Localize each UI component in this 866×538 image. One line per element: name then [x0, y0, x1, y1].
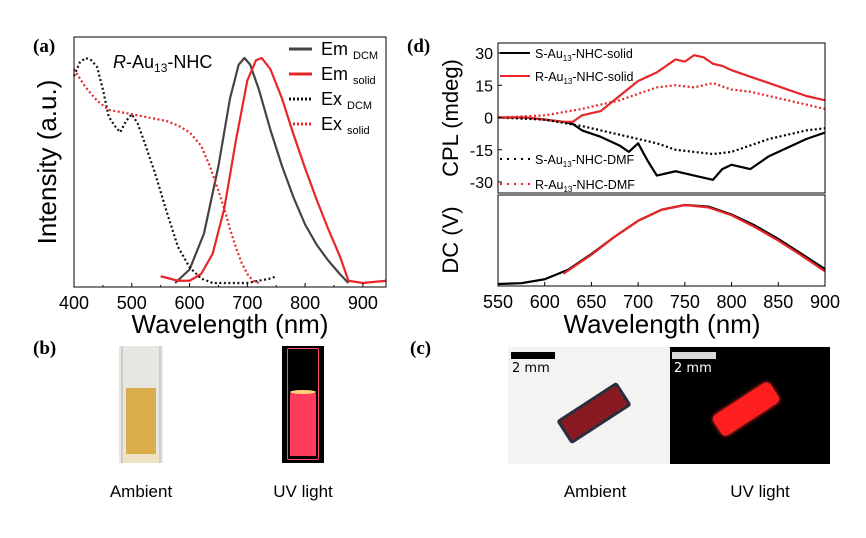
crystal-uv — [710, 380, 782, 438]
chart-a-xlabel: Wavelength (nm) — [132, 309, 329, 339]
scale-bar-label-ambient: 2 mm — [512, 361, 550, 376]
legend-d-label-3: R-Au13-NHC-DMF — [535, 178, 635, 194]
chart-d-xtick-label: 600 — [530, 292, 560, 312]
chart-a-series-1 — [160, 56, 387, 285]
chart-d-xtick-label: 700 — [623, 292, 653, 312]
chart-d-xtick-label: 550 — [483, 292, 513, 312]
cuvette-liquid-ambient — [126, 388, 156, 454]
annotation-sub: 13 — [154, 61, 168, 75]
chart-d-xtick-label: 750 — [670, 292, 700, 312]
chart-d-ytick-label: -15 — [470, 143, 493, 160]
chart-a-ylabel: Intensity (a.u.) — [32, 80, 62, 245]
legend-a-label-0: Em DCM — [321, 39, 378, 62]
chart-d-bottom-ylabel: DC (V) — [438, 206, 463, 273]
legend-a-label-1: Em solid — [321, 64, 376, 87]
panel-label-b: (b) — [33, 338, 57, 359]
chart-d-top-series-0 — [498, 116, 826, 181]
chart-d-bottom-series-0 — [497, 203, 826, 286]
legend-d-label-0: S-Au13-NHC-solid — [535, 47, 633, 63]
chart-a-annotation: R-Au13-NHC — [113, 52, 212, 75]
crystal-ambient-photo: 2 mm — [508, 347, 670, 464]
chart-d-top-ylabel: CPL (mdeg) — [438, 59, 463, 177]
chart-a-series-0 — [174, 56, 350, 284]
chart-a-xtick-label: 500 — [117, 293, 147, 313]
chart-d-ytick-label: 30 — [475, 46, 493, 63]
chart-d-xtick-label: 800 — [717, 292, 747, 312]
chart-d-top-series-1 — [498, 54, 826, 123]
meniscus-glow — [290, 390, 316, 394]
chart-d-xtick-label: 900 — [810, 292, 840, 312]
annotation-main: -Au — [126, 52, 154, 72]
chart-d-ytick-label: 15 — [475, 78, 493, 95]
chart-a-series-3 — [73, 68, 260, 285]
caption-c-ambient: Ambient — [563, 482, 627, 501]
annotation-suffix: -NHC — [167, 52, 212, 72]
chart-a-xtick-label: 400 — [59, 293, 89, 313]
chart-a-xtick-label: 900 — [348, 293, 378, 313]
scale-bar-white — [672, 352, 716, 359]
cuvette-uv-photo — [282, 346, 324, 463]
chart-a-frame — [73, 36, 387, 288]
chart-d-top-series-3 — [497, 81, 826, 119]
chart-d-ytick-label: -30 — [470, 175, 493, 192]
cuvette-ambient-photo — [119, 346, 163, 463]
panel-label-a: (a) — [33, 36, 56, 57]
chart-d-top-frame — [497, 42, 826, 194]
chart-a-xtick-label: 700 — [232, 293, 262, 313]
crystal-uv-photo: 2 mm — [670, 347, 830, 464]
scale-bar-black — [511, 352, 555, 359]
caption-c-uv: UV light — [730, 482, 790, 501]
legend-d-label-2: S-Au13-NHC-DMF — [535, 153, 635, 169]
caption-b-uv: UV light — [273, 482, 333, 501]
crystal-ambient — [556, 381, 632, 445]
cuvette-glass — [121, 346, 161, 463]
cuvette-glow-outline — [287, 348, 319, 460]
cuvette-liquid-uv — [290, 392, 316, 456]
chart-d-xtick-label: 850 — [763, 292, 793, 312]
caption-b-ambient: Ambient — [109, 482, 173, 501]
cuvette-base — [123, 454, 159, 463]
chart-d-xtick-label: 650 — [576, 292, 606, 312]
chart-d-top-series-2 — [497, 116, 826, 156]
chart-d-legend: S-Au13-NHC-solid R-Au13-NHC-solid S-Au13-N… — [500, 47, 635, 194]
chart-a-xtick-label: 600 — [175, 293, 205, 313]
legend-d-label-1: R-Au13-NHC-solid — [535, 70, 634, 86]
chart-a-xtick-label: 800 — [290, 293, 320, 313]
chart-d-bottom-series-1 — [562, 203, 826, 275]
chart-d-xlabel: Wavelength (nm) — [564, 309, 761, 339]
annotation-prefix: R — [113, 52, 126, 72]
chart-d-ytick-label: 0 — [484, 111, 493, 128]
chart-d-bottom-frame — [497, 194, 826, 287]
chart-a-emission-excitation: 400 500 600 700 800 900 Wavelength (nm) Inten… — [32, 36, 387, 339]
panel-label-c: (c) — [410, 338, 432, 359]
scale-bar-label-uv: 2 mm — [674, 361, 712, 376]
chart-d-cpl-dc: -30 -15 0 15 30 550 600 650 700 750 800 850 900 S-Au… — [438, 42, 840, 339]
legend-a-label-2: Ex DCM — [321, 89, 372, 112]
panel-label-d: (d) — [407, 36, 431, 57]
legend-a-label-3: Ex solid — [321, 114, 370, 137]
